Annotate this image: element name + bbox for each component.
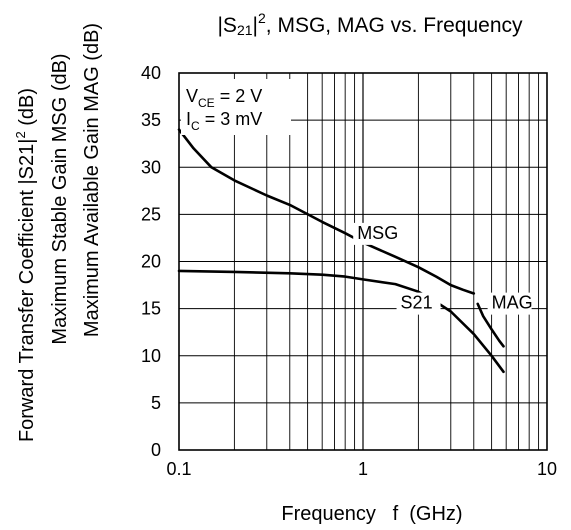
series-line-s21	[177, 269, 505, 374]
y-tick-label: 0	[151, 440, 161, 460]
y-tick-label: 20	[141, 252, 161, 272]
series-line-msg	[177, 128, 476, 295]
x-axis-label: Frequency f (GHz)	[281, 503, 462, 525]
y-tick-label: 30	[141, 157, 161, 177]
x-tick-label: 0.1	[166, 459, 191, 479]
annotation-background	[487, 292, 532, 315]
conditions-box: VCE = 2 V IC = 3 mV	[181, 79, 291, 135]
series-lines	[177, 128, 505, 374]
annotation-background	[353, 222, 398, 245]
annotation-s21: S21	[401, 293, 433, 313]
y-tick-label: 15	[141, 299, 161, 319]
y-tick-label: 40	[141, 63, 161, 83]
plot-frame	[178, 72, 548, 451]
tick-labels: 0 5 10 15 20 25 30 35 40 0.1 1 10	[141, 63, 557, 479]
x-tick-label: 10	[537, 459, 557, 479]
annotation-mag: MAG	[492, 293, 533, 313]
y-axis-labels: Forward Transfer Coefficient |S21|2 (dB)…	[13, 23, 103, 442]
y-axis-label-msg: Maximum Stable Gain MSG (dB)	[49, 53, 71, 344]
condition-vce: VCE = 2 V	[186, 86, 262, 110]
grid	[178, 72, 548, 451]
annotations: MSG S21 MAG	[353, 222, 533, 315]
y-tick-label: 25	[141, 204, 161, 224]
y-tick-label: 10	[141, 346, 161, 366]
y-axis-label-mag: Maximum Available Gain MAG (dB)	[81, 23, 103, 337]
y-axis-label-s21: Forward Transfer Coefficient |S21|2 (dB)	[13, 88, 38, 442]
annotation-msg: MSG	[357, 223, 398, 243]
y-tick-label: 5	[151, 393, 161, 413]
x-tick-label: 1	[358, 459, 368, 479]
y-tick-label: 35	[141, 110, 161, 130]
condition-ic: IC = 3 mV	[186, 109, 262, 133]
annotation-background	[396, 292, 441, 315]
conditions-background	[181, 79, 291, 135]
series-line-mag	[476, 302, 505, 348]
chart-title: |S21|2, MSG, MAG vs. Frequency	[217, 10, 523, 38]
